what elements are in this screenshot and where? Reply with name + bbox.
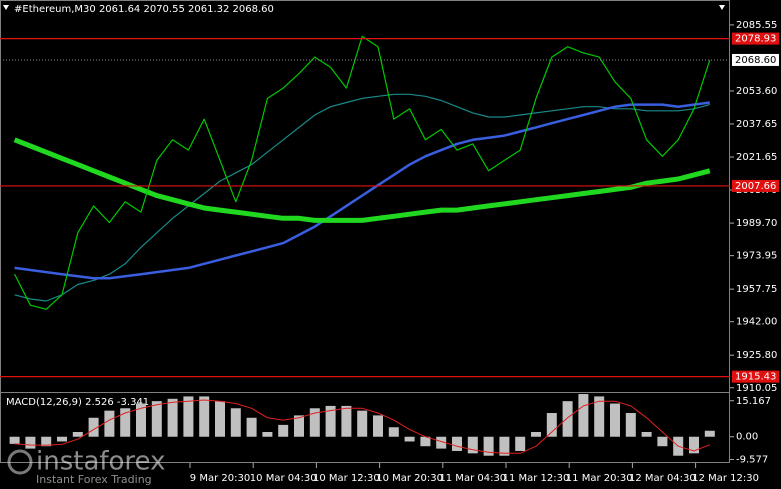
- level-box: [732, 370, 779, 383]
- y-tick-label: 1989.70: [736, 218, 777, 229]
- histogram-bar: [562, 401, 573, 437]
- watermark: instaforex Instant Forex Trading: [7, 447, 165, 486]
- watermark-tagline: Instant Forex Trading: [36, 473, 152, 486]
- histogram-bar: [57, 436, 67, 442]
- histogram-bar: [167, 398, 178, 437]
- watermark-icon: [7, 449, 33, 475]
- histogram-bar: [215, 401, 225, 437]
- y-tick-label: 1957.75: [736, 284, 777, 295]
- histogram-bar: [88, 417, 99, 437]
- y-tick-label: 2037.65: [736, 119, 777, 130]
- series-line: [14, 35, 711, 310]
- y-tick-label: 2021.65: [736, 152, 777, 163]
- plot-frame: [0, 0, 730, 463]
- histogram-bar: [104, 410, 115, 437]
- histogram-bar: [278, 424, 289, 437]
- histogram-bar: [230, 408, 241, 437]
- histogram-bar: [467, 436, 478, 454]
- y-tick-label: 1910.05: [736, 383, 777, 394]
- level-label: 2078.93: [735, 34, 776, 45]
- series-line: [14, 399, 710, 454]
- histogram-bar: [404, 436, 415, 442]
- y-tick-label: 1942.00: [736, 317, 777, 328]
- x-tick-label: 12 Mar 12:30: [692, 473, 759, 484]
- histogram-bar: [309, 408, 320, 437]
- histogram-bar: [25, 436, 36, 449]
- level-box: [732, 179, 779, 192]
- histogram-bar: [341, 405, 352, 437]
- histogram-bar: [151, 401, 162, 437]
- histogram-bar: [72, 431, 83, 437]
- last-price-label: 2068.60: [735, 55, 776, 66]
- level-box: [732, 32, 779, 45]
- histogram-bar: [483, 436, 494, 456]
- histogram-bar: [625, 413, 636, 437]
- x-tick-label: 10 Mar 20:30: [376, 473, 443, 484]
- menu-arrow[interactable]: [3, 5, 9, 10]
- histogram-bar: [262, 431, 273, 437]
- histogram-bar: [452, 436, 462, 451]
- histogram-bar: [641, 431, 652, 437]
- series-line: [14, 101, 710, 280]
- x-tick-label: 9 Mar 20:30: [190, 473, 250, 484]
- histogram-bar: [499, 436, 510, 456]
- histogram-bar: [199, 396, 210, 437]
- x-tick-label: 12 Mar 04:30: [629, 473, 696, 484]
- y-tick-label: 1973.95: [736, 251, 777, 262]
- histogram-bar: [357, 410, 368, 437]
- y-tick-label: 15.167: [736, 396, 771, 407]
- histogram-bar: [373, 415, 383, 437]
- histogram-bar: [578, 394, 589, 437]
- histogram-bar: [294, 415, 304, 437]
- y-tick-label: 0.00: [736, 432, 758, 443]
- level-label: 1915.43: [735, 372, 776, 383]
- histogram-bar: [594, 396, 605, 437]
- chart-title: #Ethereum,M30 2061.64 2070.55 2061.32 20…: [14, 4, 274, 15]
- histogram-bar: [610, 403, 620, 437]
- last-price-box: [732, 53, 779, 66]
- histogram-bar: [9, 436, 20, 444]
- x-tick-label: 11 Mar 04:30: [439, 473, 506, 484]
- histogram-bar: [136, 403, 146, 437]
- histogram-bar: [515, 436, 526, 451]
- y-tick-label: 1925.80: [736, 350, 777, 361]
- histogram-bar: [420, 436, 431, 447]
- y-tick-label: 2085.55: [736, 20, 777, 31]
- histogram-bar: [388, 427, 399, 437]
- histogram-bar: [183, 396, 194, 437]
- histogram-bar: [689, 436, 699, 454]
- series-line: [13, 137, 711, 223]
- level-label: 2007.66: [735, 181, 776, 192]
- menu-arrow[interactable]: [719, 5, 725, 10]
- histogram-bar: [246, 417, 257, 437]
- y-tick-label: 2053.60: [736, 86, 777, 97]
- x-tick-label: 10 Mar 12:30: [313, 473, 380, 484]
- histogram-bar: [531, 431, 541, 437]
- series-line: [14, 93, 710, 302]
- x-tick-label: 11 Mar 20:30: [566, 473, 633, 484]
- macd-title: MACD(12,26,9) 2.526 -3.341: [6, 397, 149, 408]
- histogram-bar: [657, 436, 668, 447]
- x-tick-label: 11 Mar 12:30: [503, 473, 570, 484]
- histogram-bar: [704, 430, 715, 437]
- histogram-bar: [41, 436, 52, 447]
- histogram-bar: [546, 413, 557, 437]
- watermark-name: instaforex: [36, 447, 165, 477]
- histogram-bar: [325, 405, 336, 437]
- histogram-bar: [436, 436, 447, 449]
- histogram-bar: [120, 408, 131, 437]
- x-tick-label: 10 Mar 04:30: [250, 473, 317, 484]
- y-tick-label: -9.577: [736, 454, 768, 465]
